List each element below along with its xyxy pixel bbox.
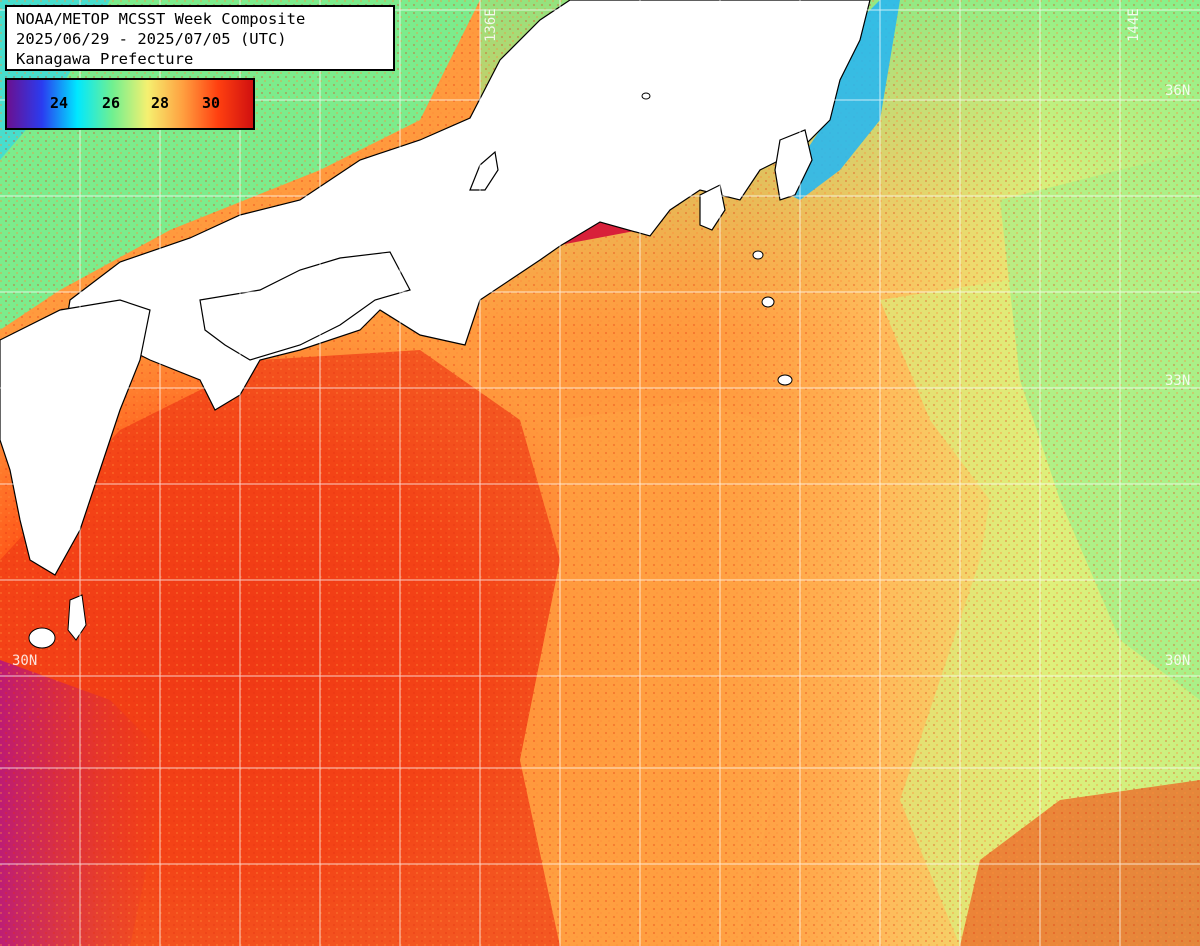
lat-label-30n-left: 30N [12, 653, 38, 669]
title-region: Kanagawa Prefecture [16, 50, 194, 68]
land-kyushu [0, 299, 151, 576]
title-box: NOAA/METOP MCSST Week Composite 2025/06/… [5, 5, 395, 71]
lat-label-36n: 36N [1165, 83, 1191, 99]
lat-label-33n: 33N [1165, 373, 1191, 389]
legend-tick-24: 24 [49, 94, 69, 112]
legend-tick-30: 30 [201, 94, 221, 112]
temperature-color-scale: 24 26 28 30 [5, 78, 255, 130]
lon-label-136e: 136E [483, 8, 499, 42]
lon-label-144e: 144E [1126, 8, 1142, 42]
lat-label-30n-right: 30N [1165, 653, 1191, 669]
title-date-range: 2025/06/29 - 2025/07/05 (UTC) [16, 30, 287, 48]
land-shikoku [199, 251, 411, 361]
land-hachijojima [777, 374, 793, 386]
legend-tick-28: 28 [150, 94, 170, 112]
land-yakushima [28, 627, 56, 649]
legend-tick-26: 26 [101, 94, 121, 112]
land-izu-island-1 [752, 250, 764, 260]
lat-label-33-left: 33 [12, 373, 29, 389]
title-product: NOAA/METOP MCSST Week Composite [16, 10, 306, 28]
land-sado-island [641, 92, 651, 100]
land-noto-peninsula [469, 150, 499, 191]
land-izu-island-2 [761, 296, 775, 308]
land-boso-peninsula [774, 129, 813, 201]
